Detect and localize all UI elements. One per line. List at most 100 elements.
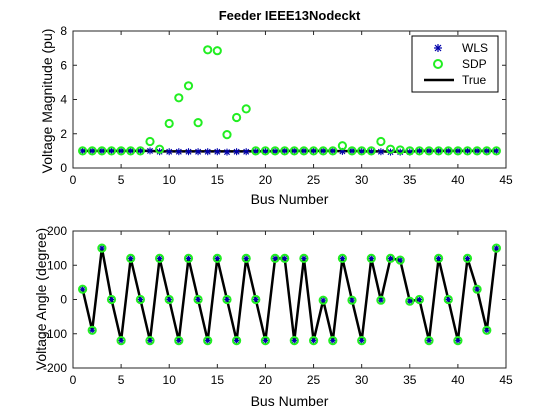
data-point-wls xyxy=(483,326,491,334)
x-tick-label: 20 xyxy=(259,373,273,387)
data-point-sdp xyxy=(164,118,174,129)
data-point-wls xyxy=(146,337,154,345)
data-point-sdp xyxy=(472,284,482,294)
chart-title: Feeder IEEE13Nodeckt xyxy=(219,8,361,23)
data-point-wls xyxy=(290,147,298,155)
data-point-sdp xyxy=(174,336,184,346)
data-point-wls xyxy=(79,147,87,155)
tick-labels: 0 5 10 15 20 25 30 35 40 45 -200 -100 0 100 200 xyxy=(43,224,513,387)
axes-frame xyxy=(72,30,507,169)
data-point-sdp xyxy=(385,144,396,154)
data-point-wls xyxy=(175,337,183,345)
data-point-sdp xyxy=(414,146,424,156)
legend-box xyxy=(411,35,499,93)
data-point-wls xyxy=(338,254,346,262)
data-point-wls xyxy=(233,337,241,345)
data-point-wls xyxy=(117,337,125,345)
plot-area xyxy=(78,45,501,156)
data-point-wls xyxy=(213,148,221,156)
x-tick-label: 20 xyxy=(259,173,273,187)
data-point-wls xyxy=(319,147,327,155)
data-point-wls xyxy=(223,296,231,303)
data-point-wls xyxy=(194,148,202,156)
data-point-sdp xyxy=(193,294,203,305)
data-point-sdp xyxy=(395,255,405,265)
data-point-sdp xyxy=(135,146,145,156)
data-point-wls xyxy=(136,296,144,303)
x-tick-label: 15 xyxy=(211,373,225,387)
data-point-wls xyxy=(165,148,173,156)
data-point-sdp xyxy=(337,253,347,263)
data-point-wls xyxy=(358,337,366,345)
data-point-sdp xyxy=(270,253,280,263)
y-tick-label: 8 xyxy=(60,24,67,38)
legend-label: SDP xyxy=(462,57,487,71)
legend: WLS SDP True xyxy=(411,35,499,93)
star-marker-icon xyxy=(434,44,442,52)
data-point-wls xyxy=(396,256,404,264)
data-point-sdp xyxy=(212,253,222,263)
data-point-sdp xyxy=(270,146,280,156)
data-point-sdp xyxy=(472,146,482,156)
data-point-sdp xyxy=(174,93,184,103)
data-point-wls xyxy=(444,296,452,303)
y-tick-label: 2 xyxy=(60,127,67,141)
data-point-sdp xyxy=(78,146,88,156)
data-point-sdp xyxy=(78,284,88,294)
data-point-sdp xyxy=(241,253,251,263)
data-point-wls xyxy=(88,147,96,155)
data-point-sdp xyxy=(251,146,261,156)
data-point-wls xyxy=(146,147,154,155)
data-point-sdp xyxy=(97,146,107,156)
data-point-sdp xyxy=(453,146,463,156)
data-point-sdp xyxy=(462,146,473,156)
data-point-wls xyxy=(377,148,385,156)
data-point-wls xyxy=(156,254,164,262)
data-point-sdp xyxy=(328,146,338,156)
x-tick-label: 15 xyxy=(211,173,225,187)
data-point-wls xyxy=(242,148,250,156)
data-point-sdp xyxy=(280,146,290,156)
data-point-wls xyxy=(300,147,308,155)
x-tick-label: 35 xyxy=(403,173,417,187)
data-point-wls xyxy=(127,254,135,262)
data-point-sdp xyxy=(135,294,145,305)
data-point-sdp xyxy=(395,145,405,155)
data-point-sdp xyxy=(462,253,473,263)
data-point-sdp xyxy=(251,294,261,305)
data-point-sdp xyxy=(357,146,367,156)
x-tick-label: 25 xyxy=(307,173,321,187)
data-point-wls xyxy=(425,147,433,155)
y-tick-label: 100 xyxy=(47,258,67,272)
y-tick-label: -200 xyxy=(43,361,67,375)
data-point-wls xyxy=(290,337,298,345)
y-tick-label: 0 xyxy=(60,161,67,175)
data-point-sdp xyxy=(222,130,232,140)
data-point-sdp xyxy=(424,336,434,346)
data-point-sdp xyxy=(260,336,270,346)
data-point-sdp xyxy=(232,336,242,346)
data-point-sdp xyxy=(193,118,203,128)
data-point-wls xyxy=(88,326,96,334)
data-point-sdp xyxy=(309,146,319,156)
data-point-wls xyxy=(406,297,414,305)
data-point-sdp xyxy=(289,146,299,156)
data-point-sdp xyxy=(126,253,136,263)
y-axis-label: Voltage Angle (degree) xyxy=(33,228,49,370)
data-point-wls xyxy=(233,148,241,156)
data-point-wls xyxy=(185,148,192,156)
data-point-wls xyxy=(348,147,356,155)
data-point-sdp xyxy=(145,136,155,147)
data-point-wls xyxy=(108,147,115,155)
series-line-true xyxy=(81,246,498,342)
data-point-sdp xyxy=(491,243,501,253)
data-point-sdp xyxy=(241,104,251,114)
data-point-wls xyxy=(415,147,423,155)
data-point-wls xyxy=(483,147,491,155)
data-point-sdp xyxy=(289,336,299,346)
data-point-wls xyxy=(348,296,356,304)
data-point-wls xyxy=(108,296,115,303)
data-point-sdp xyxy=(482,325,492,335)
data-point-sdp xyxy=(357,336,367,346)
